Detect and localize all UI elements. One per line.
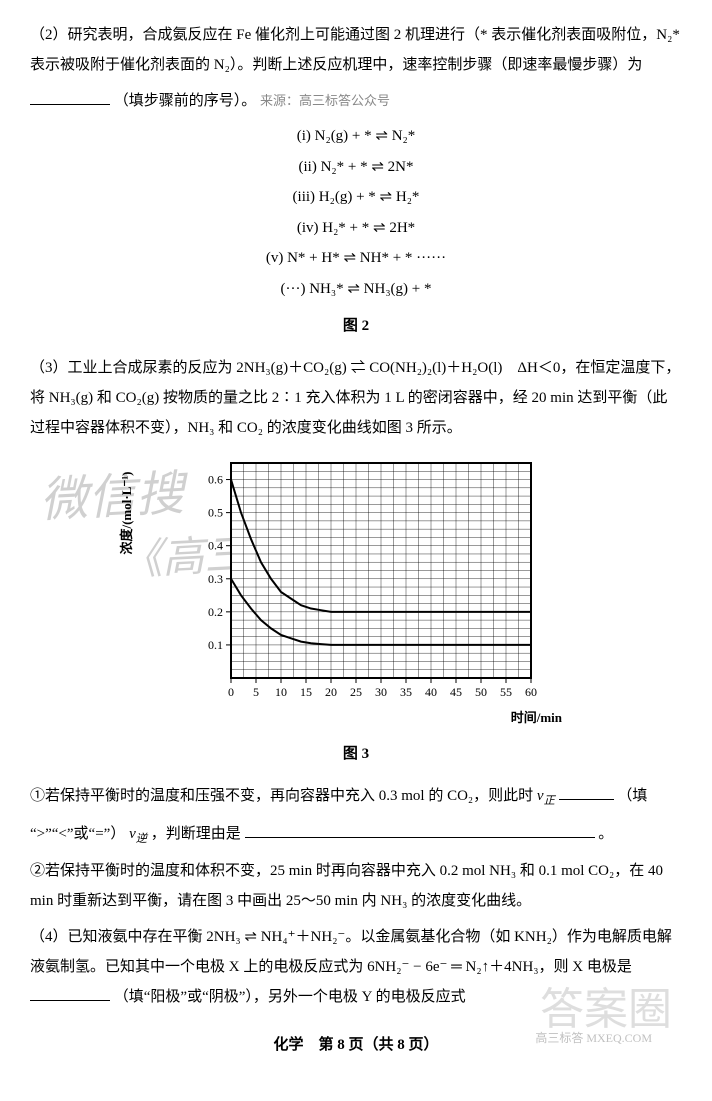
svg-text:0: 0	[228, 685, 234, 699]
q3-1-a: ①若保持平衡时的温度和压强不变，再向容器中充入 0.3 mol 的 CO₂，则此…	[30, 788, 537, 804]
q3-text: （3）工业上合成尿素的反应为 2NH₃(g)＋CO₂(g) ⇌ CO(NH₂)₂…	[30, 353, 682, 443]
svg-text:25: 25	[350, 685, 362, 699]
source-text: 来源：高三标答公众号	[260, 93, 390, 108]
q2-text2: （填步骤前的序号）。	[114, 93, 257, 109]
eq-v: (v) N* + H* ⇌ NH* + * ······	[30, 244, 682, 273]
svg-text:0.6: 0.6	[208, 473, 223, 487]
svg-text:30: 30	[375, 685, 387, 699]
blank-q2[interactable]	[30, 88, 110, 106]
eq-iii: (iii) H₂(g) + * ⇌ H₂*	[30, 183, 682, 212]
fig2-label: 图 2	[30, 311, 682, 341]
v-forward: v正	[537, 788, 555, 804]
q3-1-e: 。	[598, 826, 613, 842]
eq-ii: (ii) N₂* + * ⇌ 2N*	[30, 153, 682, 182]
svg-text:0.1: 0.1	[208, 638, 223, 652]
q4-b: （填“阳极”或“阴极”），另外一个电极 Y 的电极反应式	[114, 989, 466, 1005]
q3-1-b: （填	[617, 788, 647, 804]
q3-1-c: “>”“<”或“=”）	[30, 826, 125, 842]
eq-i: (i) N₂(g) + * ⇌ N₂*	[30, 122, 682, 151]
q3-2: ②若保持平衡时的温度和体积不变，25 min 时再向容器中充入 0.2 mol …	[30, 856, 682, 916]
svg-text:0.3: 0.3	[208, 572, 223, 586]
q4: （4）已知液氨中存在平衡 2NH₃ ⇌ NH₄⁺＋NH₂⁻。以金属氨基化合物（如…	[30, 922, 682, 1012]
svg-text:60: 60	[525, 685, 537, 699]
svg-text:35: 35	[400, 685, 412, 699]
svg-text:40: 40	[425, 685, 437, 699]
y-axis-label: 浓度/(mol·L⁻¹)	[114, 472, 140, 555]
svg-text:45: 45	[450, 685, 462, 699]
q3-1-line2: “>”“<”或“=”） v逆 ，判断理由是 。	[30, 819, 682, 851]
q2-line2: （填步骤前的序号）。 来源：高三标答公众号	[30, 86, 682, 116]
svg-text:20: 20	[325, 685, 337, 699]
svg-text:0.5: 0.5	[208, 506, 223, 520]
svg-text:5: 5	[253, 685, 259, 699]
svg-text:10: 10	[275, 685, 287, 699]
svg-text:50: 50	[475, 685, 487, 699]
blank-compare[interactable]	[559, 783, 614, 801]
svg-text:0.4: 0.4	[208, 539, 223, 553]
q3-1: ①若保持平衡时的温度和压强不变，再向容器中充入 0.3 mol 的 CO₂，则此…	[30, 781, 682, 813]
chart-svg: 0 5 10 15 20 25 30 35 40 45 50 55 60 0.1 0.2 0.3 0.4 0.5 0…	[161, 453, 551, 713]
svg-text:55: 55	[500, 685, 512, 699]
fig2-equations: (i) N₂(g) + * ⇌ N₂* (ii) N₂* + * ⇌ 2N* (…	[30, 122, 682, 303]
q2-text: （2）研究表明，合成氨反应在 Fe 催化剂上可能通过图 2 机理进行（* 表示催…	[30, 20, 682, 80]
q3-1-d: ，判断理由是	[151, 826, 241, 842]
fig3-label: 图 3	[30, 739, 682, 769]
svg-text:15: 15	[300, 685, 312, 699]
q4-a: （4）已知液氨中存在平衡 2NH₃ ⇌ NH₄⁺＋NH₂⁻。以金属氨基化合物（如…	[30, 929, 672, 975]
chart-fig3: 0 5 10 15 20 25 30 35 40 45 50 55 60 0.1 0.2 0.3 0.4 0.5 0…	[30, 453, 682, 713]
q2-text1: （2）研究表明，合成氨反应在 Fe 催化剂上可能通过图 2 机理进行（* 表示催…	[30, 27, 680, 73]
svg-text:0.2: 0.2	[208, 605, 223, 619]
v-reverse: v逆	[129, 826, 147, 842]
eq-iv: (iv) H₂* + * ⇌ 2H*	[30, 214, 682, 243]
blank-electrode[interactable]	[30, 984, 110, 1002]
blank-reason[interactable]	[245, 820, 595, 838]
page-footer: 化学 第 8 页（共 8 页）	[30, 1030, 682, 1060]
eq-last: (···) NH₃* ⇌ NH₃(g) + *	[30, 275, 682, 304]
